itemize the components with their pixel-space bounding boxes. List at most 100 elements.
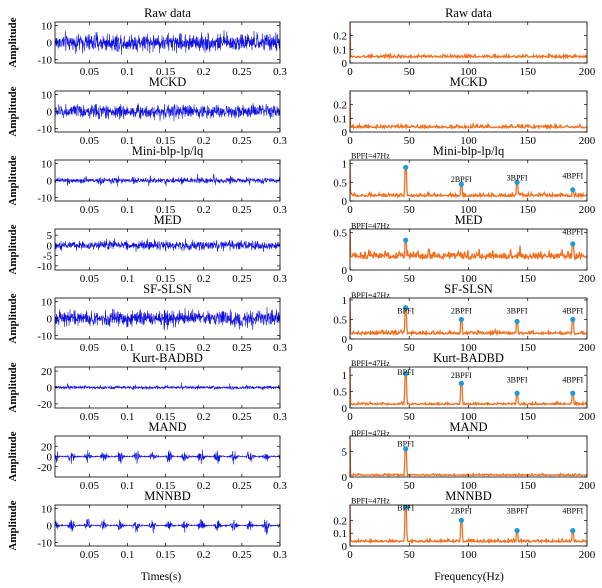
peak-marker-4 [570, 316, 576, 323]
x-tick-label: 0.25 [232, 204, 252, 216]
x-tick-label: 0.3 [273, 480, 287, 492]
y-tick-label: 0.2 [333, 31, 347, 43]
x-tick-label: 0.2 [197, 342, 211, 354]
x-tick-label: 150 [520, 342, 537, 354]
x-tick-label: 0 [347, 342, 353, 354]
x-tick-label: 50 [404, 342, 416, 354]
series-line-spectrum [350, 506, 587, 545]
annotation-label: 4BPFI [562, 307, 583, 316]
subplot-title: SF-SLSN [444, 282, 493, 296]
series-line-time [55, 307, 280, 331]
x-tick-label: 0.1 [121, 273, 135, 285]
x-tick-label: 0.05 [80, 273, 100, 285]
x-tick-label: 100 [460, 549, 477, 561]
y-axis-label: Amplitude [7, 362, 19, 412]
y-axis-label: Amplitude [7, 431, 19, 481]
x-tick-label: 0.3 [273, 66, 287, 78]
x-tick-label: 0.25 [232, 135, 252, 147]
x-tick-label: 200 [579, 204, 596, 216]
y-axis-label: Amplitude [7, 17, 19, 67]
subplot-10: BPFI=47Hz BPFI 2BPFI 3BPFI 4BPFI 0 50 100 150 200… [333, 282, 596, 354]
series-line-spectrum [350, 300, 587, 337]
x-tick-label: 100 [460, 135, 477, 147]
peak-marker-4 [570, 390, 576, 396]
subplot-title: Raw data [144, 6, 191, 20]
x-tick-label: 0.1 [121, 135, 135, 147]
x-tick-label: 0.25 [232, 480, 252, 492]
y-tick-label: 1 [342, 159, 348, 171]
y-tick-label: 0.5 [333, 177, 347, 189]
x-tick-label: 0.1 [121, 549, 135, 561]
x-tick-label: 0 [347, 549, 353, 561]
subplot-title: MCKD [149, 75, 187, 89]
series-line-spectrum [350, 369, 587, 407]
x-tick-label: 50 [404, 204, 416, 216]
peak-marker-3 [514, 179, 520, 185]
peak-marker-4 [570, 528, 576, 534]
x-tick-label: 0.25 [232, 342, 252, 354]
y-tick-label: 10 [41, 89, 53, 101]
subplot-15: 0.05 0.1 0.15 0.2 0.25 0.3 10 0 -10 MNNBD Amplitud… [7, 489, 287, 561]
x-tick-label: 150 [520, 273, 537, 285]
peak-marker-3 [514, 390, 520, 396]
x-tick-label: 100 [460, 204, 477, 216]
subplot-5: 0.05 0.1 0.15 0.2 0.25 0.3 10 0 -10 Mini-blp-lp/l… [7, 144, 287, 216]
x-tick-label: 100 [460, 411, 477, 423]
y-tick-label: 0 [47, 521, 53, 533]
subplot-7: 0.05 0.1 0.15 0.2 0.25 0.3 50-5-10 MED Amplitude [7, 213, 287, 285]
peak-marker-1 [403, 164, 409, 171]
annotation-label: BPFI=47Hz [351, 497, 390, 506]
x-tick-label: 0.25 [232, 273, 252, 285]
x-tick-label: 0.2 [197, 411, 211, 423]
subplot-title: MAND [449, 420, 487, 434]
x-tick-label: 0.05 [80, 480, 100, 492]
subplot-12: BPFI=47Hz BPFI 2BPFI 3BPFI 4BPFI 0 50 100 150 200… [333, 351, 596, 423]
annotation-label: 4BPFI [562, 227, 583, 236]
peak-marker-2 [458, 181, 464, 187]
x-tick-label: 150 [520, 411, 537, 423]
x-tick-label: 0 [347, 204, 353, 216]
x-tick-label: 0.25 [232, 66, 252, 78]
x-tick-label: 0.15 [156, 411, 176, 423]
x-tick-label: 200 [579, 135, 596, 147]
peak-marker-2 [458, 380, 464, 386]
y-axis-label: Amplitude [7, 500, 19, 550]
annotation-label: BPFI [397, 439, 414, 448]
annotation-label: BPFI [397, 504, 414, 513]
series-line-time [55, 382, 280, 391]
y-tick-label: -10 [37, 538, 52, 550]
x-tick-label: 0.1 [121, 480, 135, 492]
y-tick-label: 0 [342, 127, 348, 139]
series-line-spectrum [350, 231, 587, 261]
y-tick-label: -5 [43, 251, 53, 263]
y-tick-label: 10 [41, 503, 53, 515]
annotation-label: 4BPFI [562, 172, 583, 181]
x-tick-label: 150 [520, 549, 537, 561]
y-tick-label: 0.5 [333, 387, 347, 399]
y-tick-label: -10 [37, 261, 52, 273]
subplot-3: 0.05 0.1 0.15 0.2 0.25 0.3 10 0 -10 MCKD Amplitude [7, 75, 287, 147]
x-tick-label: 0.2 [197, 273, 211, 285]
subplot-11: 0.05 0.1 0.15 0.2 0.25 0.3 20 0 -20 Kurt-BADBD Amp… [7, 351, 287, 423]
peak-marker-2 [458, 517, 464, 523]
x-tick-label: 50 [404, 273, 416, 285]
x-tick-label: 0.05 [80, 66, 100, 78]
subplot-title: MNNBD [144, 489, 191, 503]
x-tick-label: 0.05 [80, 135, 100, 147]
y-tick-label: 1 [342, 370, 348, 382]
x-tick-label: 50 [404, 549, 416, 561]
x-tick-label: 0 [347, 66, 353, 78]
y-tick-label: -20 [37, 399, 52, 411]
subplot-title: MNNBD [445, 489, 492, 503]
x-tick-label: 100 [460, 273, 477, 285]
x-tick-label: 100 [460, 480, 477, 492]
y-axis-label: Amplitude [7, 224, 19, 274]
x-tick-label: 0.25 [232, 549, 252, 561]
subplot-6: BPFI=47Hz 2BPFI 3BPFI 4BPFI 0 50 100 150 200 1 0.5… [333, 144, 596, 216]
y-tick-label: 0 [342, 196, 348, 208]
x-tick-label: 0.2 [197, 204, 211, 216]
axes-frame [349, 435, 588, 478]
